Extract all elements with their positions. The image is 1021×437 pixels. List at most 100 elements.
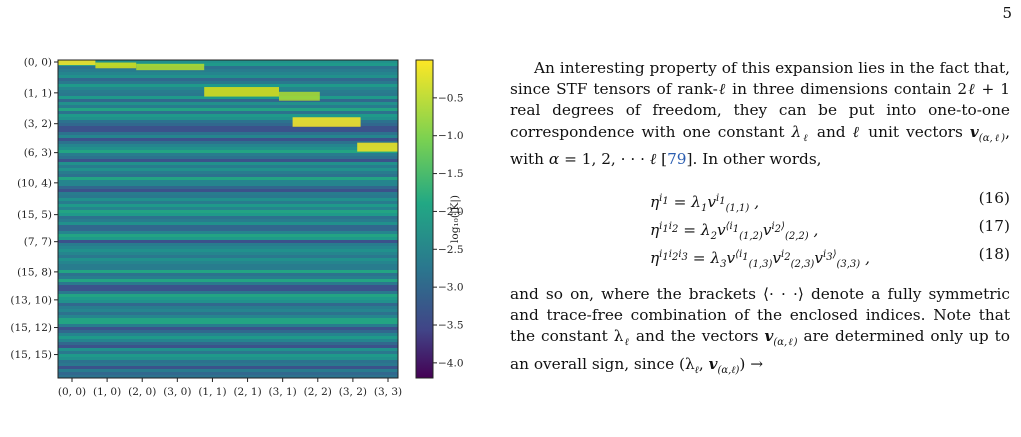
heatmap-band <box>58 336 398 340</box>
heatmap-hotspot <box>58 60 96 66</box>
heatmap-band <box>58 153 398 157</box>
heatmap-band <box>58 270 398 274</box>
x-tick-label: (3, 3) <box>374 386 402 398</box>
heatmap-hotspot <box>204 87 279 97</box>
equation-17: ηi1i2 = λ2v⟨i1(1,2)vi2⟩(2,2) , (17) <box>650 217 1010 243</box>
heatmap-band <box>58 102 398 106</box>
heatmap-band <box>58 234 398 238</box>
colorbar-tick-label: −4.0 <box>438 357 464 369</box>
heatmap-band <box>58 366 398 370</box>
heatmap-band <box>58 108 398 112</box>
equation-16: ηi1 = λ1vi1(1,1) , (16) <box>650 189 1010 215</box>
heatmap-cells <box>58 60 398 378</box>
heatmap-hotspot <box>95 62 137 69</box>
heatmap-band <box>58 372 398 376</box>
heatmap-band <box>58 105 398 109</box>
heatmap-band <box>58 159 398 163</box>
heatmap-band <box>58 60 398 64</box>
heatmap-band <box>58 162 398 166</box>
heatmap-band <box>58 120 398 124</box>
heatmap-band <box>58 168 398 172</box>
heatmap-band <box>58 246 398 250</box>
heatmap-band <box>58 300 398 304</box>
x-tick-label: (3, 0) <box>163 386 191 398</box>
heatmap-band <box>58 285 398 289</box>
citation-link[interactable]: 79 <box>667 149 687 168</box>
heatmap-band <box>58 111 398 115</box>
heatmap-band <box>58 147 398 151</box>
page-number: 5 <box>1002 4 1012 22</box>
heatmap-band <box>58 195 398 199</box>
heatmap-band <box>58 123 398 127</box>
heatmap-svg: (0, 0) (1, 1) (3, 2) (6, 3) (10, 4) (15, 5) (7… <box>10 57 464 399</box>
heatmap-band <box>58 165 398 169</box>
equation-number: (16) <box>978 189 1010 208</box>
heatmap-figure: (0, 0) (1, 1) (3, 2) (6, 3) (10, 4) (15, 5) (7… <box>0 0 470 433</box>
y-tick-label: (15, 15) <box>10 349 52 361</box>
heatmap-band <box>58 126 398 130</box>
heatmap-band <box>58 228 398 232</box>
heatmap-band <box>58 297 398 301</box>
x-tick-label: (0, 0) <box>58 386 86 398</box>
heatmap-band <box>58 207 398 211</box>
heatmap-band <box>58 72 398 76</box>
colorbar-tick-label: −3.5 <box>438 320 464 332</box>
heatmap-band <box>58 114 398 118</box>
heatmap-band <box>58 237 398 241</box>
y-tick-label: (13, 10) <box>10 294 52 306</box>
heatmap-band <box>58 225 398 229</box>
heatmap-band <box>58 204 398 208</box>
y-tick-label: (10, 4) <box>17 177 52 189</box>
heatmap-band <box>58 219 398 223</box>
heatmap-band <box>58 255 398 259</box>
heatmap-band <box>58 201 398 205</box>
heatmap-band <box>58 189 398 193</box>
x-tick-label: (1, 1) <box>198 386 226 398</box>
heatmap-band <box>58 291 398 295</box>
colorbar-tick-label: −2.0 <box>438 206 464 218</box>
equation-18: ηi1i2i3 = λ3v⟨i1(1,3)vi2(2,3)vi3⟩(3,3) ,… <box>650 245 1010 271</box>
heatmap-band <box>58 327 398 331</box>
heatmap-band <box>58 174 398 178</box>
heatmap-band <box>58 171 398 175</box>
heatmap-band <box>58 177 398 181</box>
heatmap-band <box>58 264 398 268</box>
colorbar-label: log₁₀(|K|) <box>449 195 462 243</box>
heatmap-band <box>58 339 398 343</box>
heatmap-band <box>58 129 398 133</box>
colorbar <box>415 59 434 379</box>
heatmap-band <box>58 258 398 262</box>
heatmap-band <box>58 66 398 70</box>
equations: ηi1 = λ1vi1(1,1) , (16) ηi1i2 = λ2v⟨i1(1… <box>510 186 1010 270</box>
heatmap-band <box>58 288 398 292</box>
heatmap-band <box>58 180 398 184</box>
heatmap-band <box>58 231 398 235</box>
heatmap-band <box>58 78 398 82</box>
paragraph-1: An interesting property of this expansio… <box>510 59 1011 168</box>
heatmap-band <box>58 150 398 154</box>
heatmap-band <box>58 135 398 139</box>
heatmap-band <box>58 351 398 355</box>
heatmap-band <box>58 81 398 85</box>
heatmap-band <box>58 99 398 103</box>
heatmap-band <box>58 243 398 247</box>
heatmap-band <box>58 186 398 190</box>
y-axis: (0, 0) (1, 1) (3, 2) (6, 3) (10, 4) (15, 5) (7… <box>10 57 58 361</box>
heatmap-hotspot <box>136 63 205 71</box>
heatmap-band <box>58 306 398 310</box>
y-tick-label: (3, 2) <box>24 118 52 130</box>
y-tick-label: (6, 3) <box>24 147 52 159</box>
heatmap-band <box>58 156 398 160</box>
colorbar-tick-label: −1.5 <box>438 168 464 180</box>
heatmap-band <box>58 276 398 280</box>
heatmap-band <box>58 183 398 187</box>
y-tick-label: (15, 12) <box>10 322 52 334</box>
heatmap-band <box>58 357 398 361</box>
heatmap-band <box>58 144 398 148</box>
heatmap-hotspot <box>292 117 361 127</box>
x-tick-label: (1, 0) <box>93 386 121 398</box>
heatmap-band <box>58 84 398 88</box>
heatmap-band <box>58 330 398 334</box>
x-tick-label: (2, 1) <box>233 386 261 398</box>
heatmap-band <box>58 96 398 100</box>
